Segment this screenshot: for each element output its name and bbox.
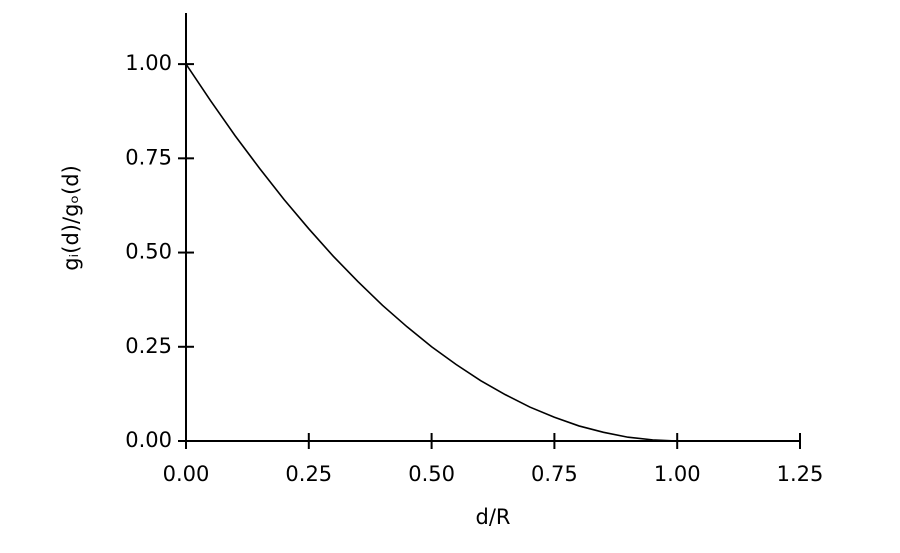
data-line [185,63,678,442]
x-tick-label: 0.75 [531,462,578,486]
x-axis-label: d/R [476,505,511,529]
y-tick-label: 0.50 [125,240,172,264]
x-tick-label: 0.25 [285,462,332,486]
y-tick-label: 0.75 [125,145,172,169]
y-tick-label: 0.00 [125,428,172,452]
x-tick-label: 1.25 [777,462,824,486]
x-tick-label: 1.00 [654,462,701,486]
x-tick-label: 0.00 [163,462,210,486]
y-tick-label: 0.25 [125,334,172,358]
y-tick-label: 1.00 [125,51,172,75]
x-tick-label: 0.50 [408,462,455,486]
y-axis-label: gᵢ(d)/gₒ(d) [59,165,83,271]
